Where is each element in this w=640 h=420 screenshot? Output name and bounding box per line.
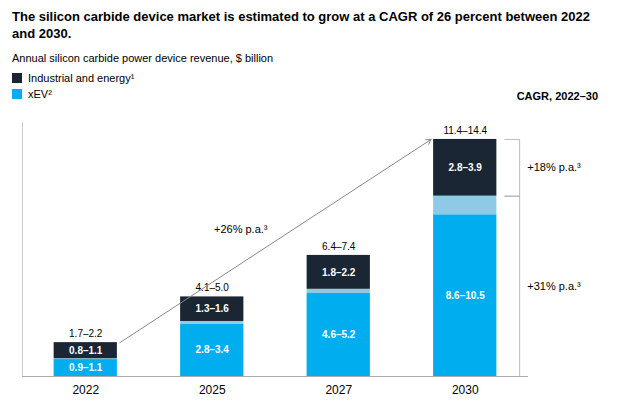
html-text:Industrial and energy¹: Industrial and energy¹ [28, 72, 135, 84]
svg-text:4.6–5.2: 4.6–5.2 [322, 329, 356, 340]
svg-text:0.8–1.1: 0.8–1.1 [69, 345, 103, 356]
svg-text:0.9–1.1: 0.9–1.1 [69, 362, 103, 373]
svg-text:4.1–5.0: 4.1–5.0 [196, 282, 230, 293]
svg-text:2030: 2030 [452, 383, 479, 397]
svg-text:1.3–1.6: 1.3–1.6 [196, 303, 230, 314]
svg-text:1.8–2.2: 1.8–2.2 [322, 267, 356, 278]
svg-text:2.8–3.9: 2.8–3.9 [449, 162, 483, 173]
svg-text:8.6–10.5: 8.6–10.5 [446, 290, 485, 301]
html-text:xEV²: xEV² [28, 88, 52, 100]
svg-text:6.4–7.4: 6.4–7.4 [322, 241, 356, 252]
html-text:CAGR, 2022–30: CAGR, 2022–30 [516, 90, 598, 102]
svg-text:2025: 2025 [199, 383, 226, 397]
svg-text:+31% p.a.³: +31% p.a.³ [527, 280, 581, 292]
svg-text:2027: 2027 [325, 383, 352, 397]
svg-text:11.4–14.4: 11.4–14.4 [443, 125, 487, 136]
svg-text:2.8–3.4: 2.8–3.4 [196, 344, 230, 355]
html-text:The silicon carbide device mar: The silicon carbide device market is est… [12, 9, 590, 41]
svg-text:+26% p.a.³: +26% p.a.³ [214, 223, 268, 235]
html-text:Annual silicon carbide power d: Annual silicon carbide power device reve… [12, 52, 274, 64]
svg-text:1.7–2.2: 1.7–2.2 [69, 328, 103, 339]
svg-text:2022: 2022 [72, 383, 99, 397]
svg-text:+18% p.a.³: +18% p.a.³ [527, 161, 581, 173]
